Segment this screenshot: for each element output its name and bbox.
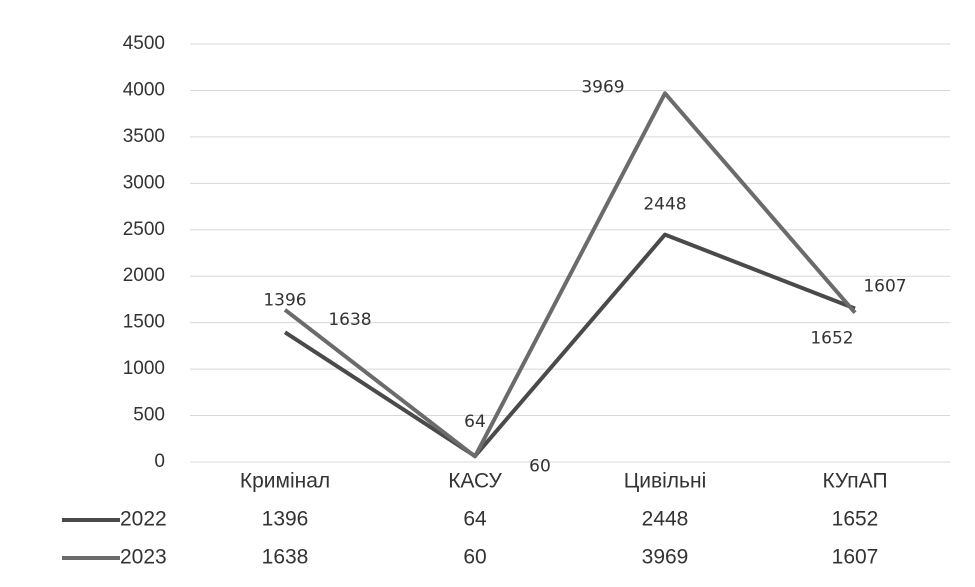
data-label: 2448 [643,195,686,215]
x-tick-label: Цивільні [624,470,707,493]
y-tick-label: 1500 [123,312,165,333]
data-label: 3969 [581,77,624,97]
legend-label: 2022 [120,508,167,531]
series-line [283,91,857,459]
table-cell: 3969 [642,546,689,569]
y-tick-label: 2000 [123,265,165,286]
y-tick-label: 4500 [123,33,165,54]
x-tick-label: Кримінал [240,470,330,493]
data-label: 60 [529,456,551,476]
data-label: 64 [464,412,486,432]
y-tick-label: 3000 [123,172,165,193]
table-cell: 1607 [832,546,879,569]
table-cell: 60 [463,546,486,569]
y-tick-label: 500 [133,405,165,426]
series-line [283,232,856,459]
legend-label: 2023 [120,546,167,569]
table-cell: 1638 [262,546,309,569]
x-tick-label: КУпАП [822,470,887,493]
y-tick-label: 2500 [123,219,165,240]
y-tick-label: 4000 [123,79,165,100]
table-cell: 1652 [832,508,879,531]
data-label: 1607 [863,277,906,297]
y-tick-label: 3500 [123,126,165,147]
x-tick-label: КАСУ [448,470,502,493]
table-cell: 64 [463,508,487,531]
data-label: 1638 [328,310,371,330]
y-tick-label: 1000 [123,358,165,379]
table-cell: 2448 [642,508,689,531]
y-tick-label: 0 [154,451,165,472]
table-cell: 1396 [262,508,309,531]
data-label: 1652 [810,329,853,349]
data-label: 1396 [263,290,306,310]
